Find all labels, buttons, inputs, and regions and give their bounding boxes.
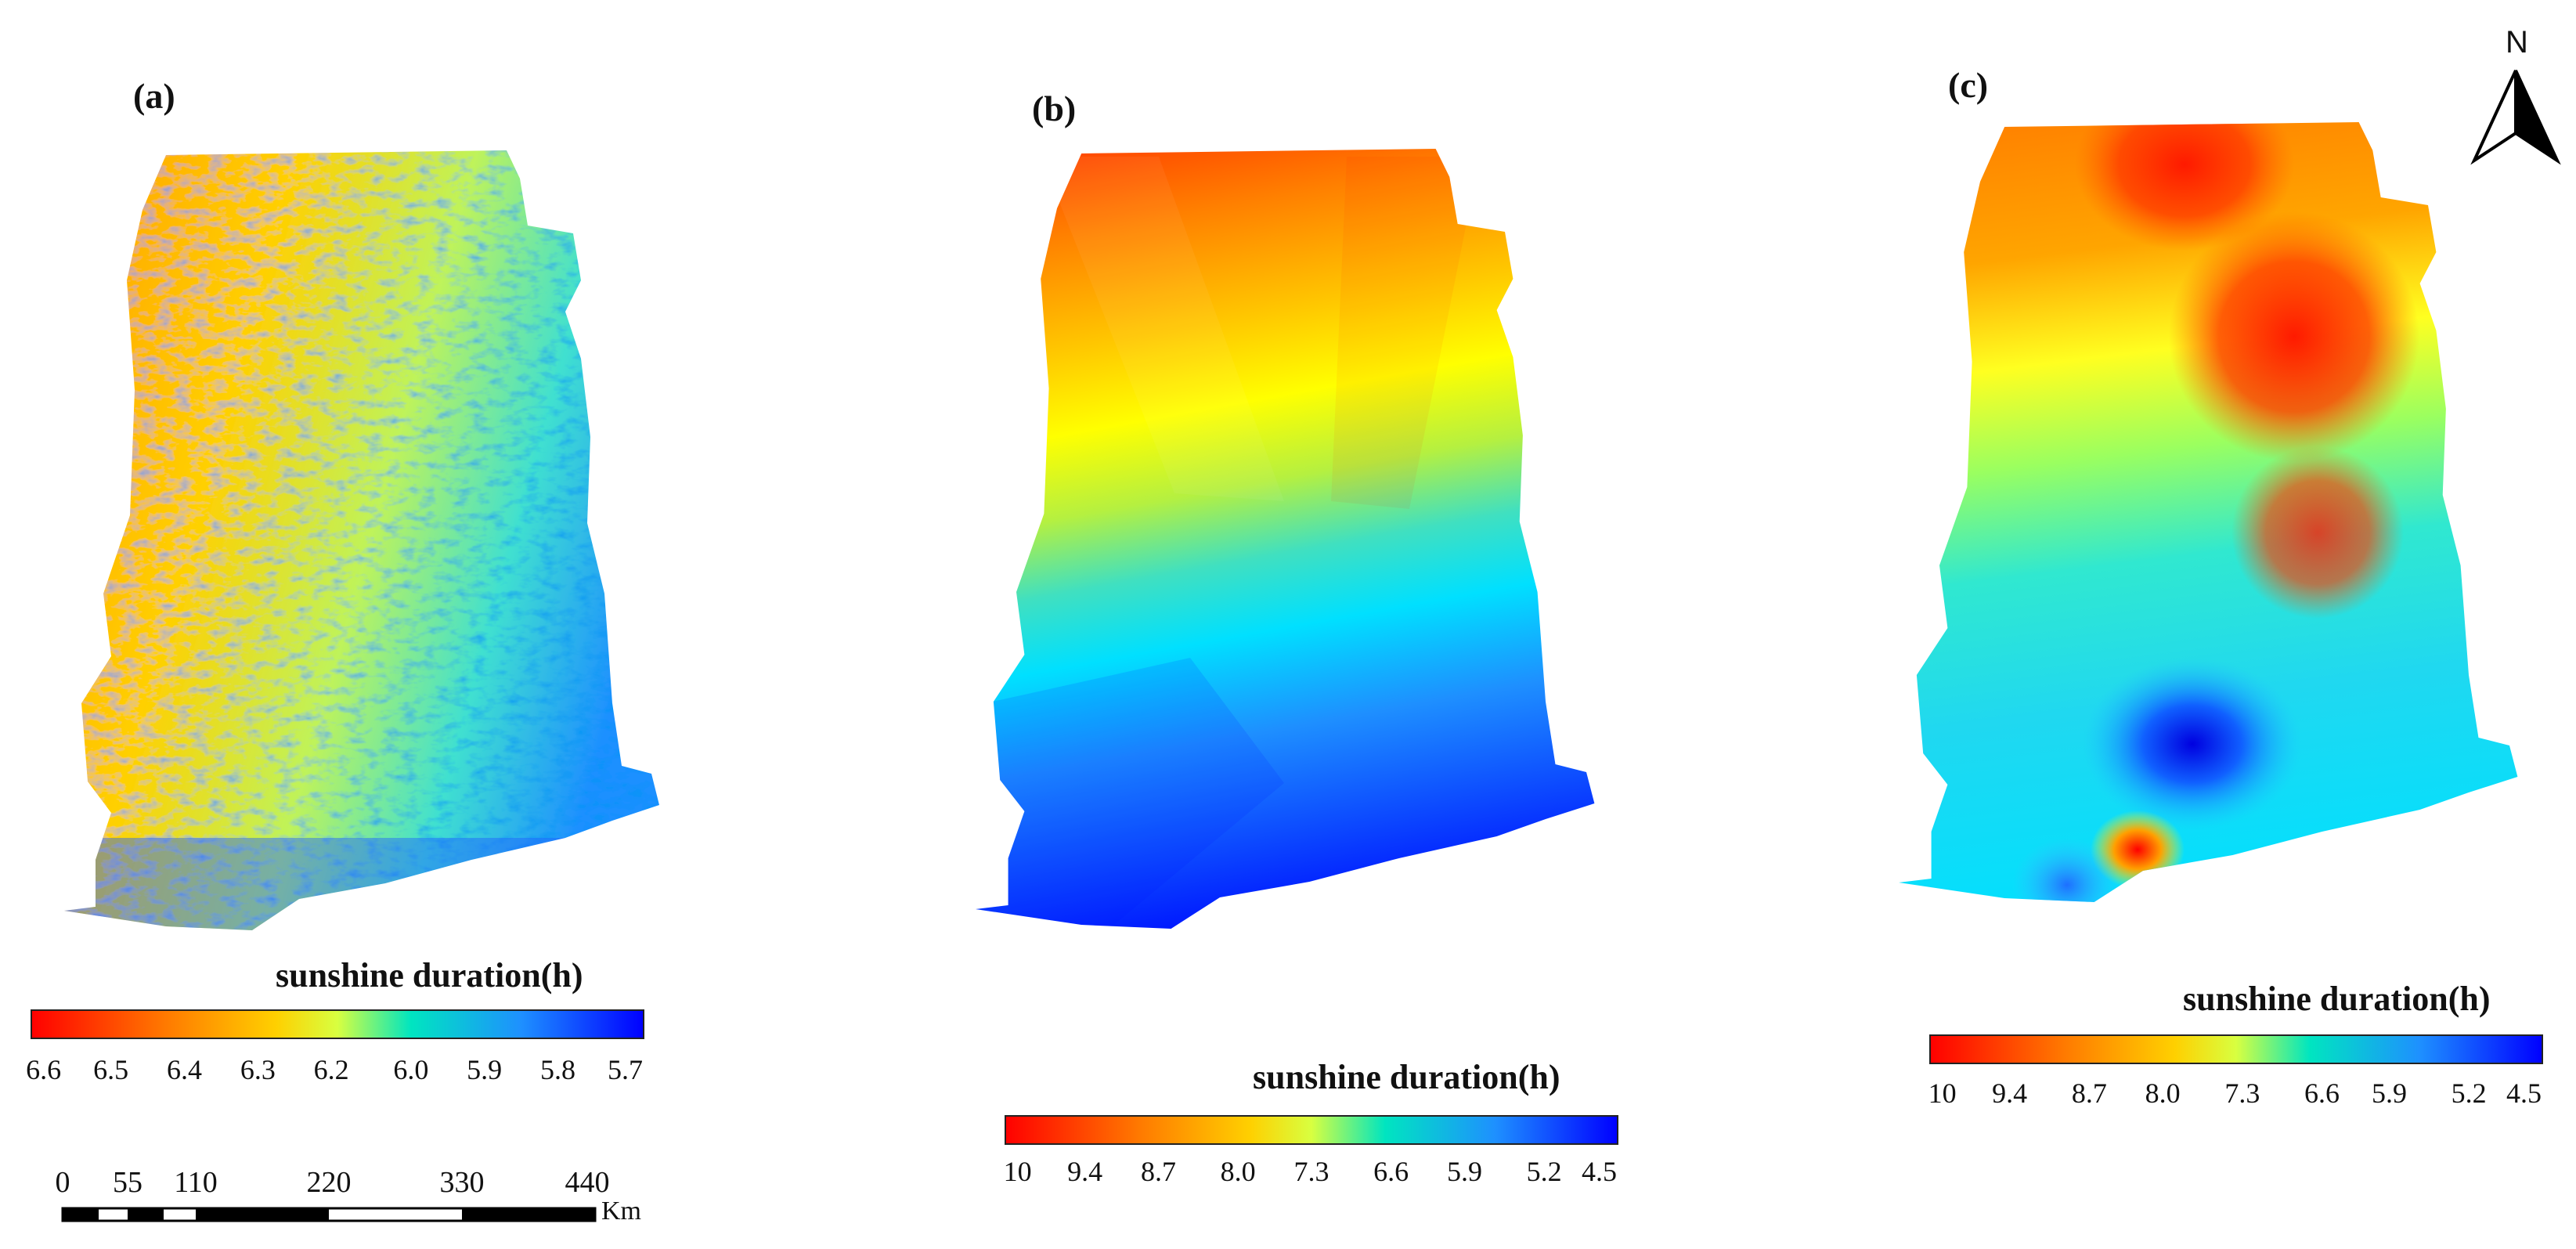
legend-tick: 5.8 [540, 1054, 576, 1085]
legend-tick: 5.7 [608, 1054, 644, 1085]
legend-tick: 6.6 [26, 1054, 62, 1085]
scale-label: 220 [306, 1166, 352, 1199]
scale-unit: Km [601, 1197, 641, 1226]
map-a [64, 150, 659, 930]
legend-tick: 8.7 [1141, 1156, 1176, 1187]
legend-tick: 4.5 [2506, 1078, 2542, 1109]
legend-bar-c [1929, 1034, 2543, 1064]
legend-title-c: sunshine duration(h) [2183, 980, 2491, 1018]
legend-tick: 6.5 [93, 1054, 129, 1085]
legend-tick: 8.0 [2145, 1078, 2181, 1109]
legend-tick: 5.9 [1447, 1156, 1482, 1187]
legend-tick: 10 [1928, 1078, 1957, 1109]
scale-label: 330 [439, 1166, 485, 1199]
legend-tick: 5.9 [467, 1054, 503, 1085]
legend-ticks-c: 10 9.4 8.7 8.0 7.3 6.6 5.9 5.2 4.5 [1928, 1077, 2542, 1109]
panel-label-a: (a) [133, 76, 175, 116]
legend-tick: 7.3 [1293, 1156, 1329, 1187]
north-arrow-icon [2470, 70, 2561, 165]
map-c [1899, 122, 2518, 902]
panel-label-b: (b) [1032, 88, 1077, 128]
legend-tick: 5.2 [1526, 1156, 1562, 1187]
legend-tick: 4.5 [1582, 1156, 1618, 1187]
scale-label: 110 [174, 1166, 218, 1199]
legend-tick: 6.6 [2304, 1078, 2340, 1109]
legend-tick: 6.0 [393, 1054, 429, 1085]
map-b [976, 149, 1595, 929]
north-label: N [2506, 25, 2528, 60]
legend-tick: 7.3 [2224, 1078, 2260, 1109]
legend-title-a: sunshine duration(h) [276, 956, 583, 995]
legend-tick: 8.0 [1220, 1156, 1256, 1187]
legend-ticks-b: 10 9.4 8.7 8.0 7.3 6.6 5.9 5.2 4.5 [1003, 1155, 1618, 1187]
legend-bar-b [1005, 1115, 1618, 1145]
panel-label-c: (c) [1948, 65, 1989, 105]
legend-bar-a [31, 1009, 644, 1039]
scale-label: 0 [55, 1166, 70, 1199]
legend-title-b: sunshine duration(h) [1253, 1058, 1560, 1096]
scale-bar [61, 1207, 597, 1222]
legend-tick: 8.7 [2071, 1078, 2107, 1109]
legend-tick: 6.2 [313, 1054, 349, 1085]
legend-tick: 6.6 [1373, 1156, 1409, 1187]
legend-tick: 9.4 [1067, 1156, 1103, 1187]
scale-label: 55 [113, 1166, 143, 1199]
legend-tick: 5.9 [2372, 1078, 2407, 1109]
legend-ticks-a: 6.6 6.5 6.4 6.3 6.2 6.0 5.9 5.8 5.7 [26, 1053, 644, 1085]
legend-tick: 6.3 [240, 1054, 276, 1085]
scale-label: 440 [565, 1166, 610, 1199]
legend-tick: 10 [1003, 1156, 1032, 1187]
legend-tick: 6.4 [167, 1054, 202, 1085]
legend-tick: 9.4 [1992, 1078, 2028, 1109]
legend-tick: 5.2 [2451, 1078, 2487, 1109]
